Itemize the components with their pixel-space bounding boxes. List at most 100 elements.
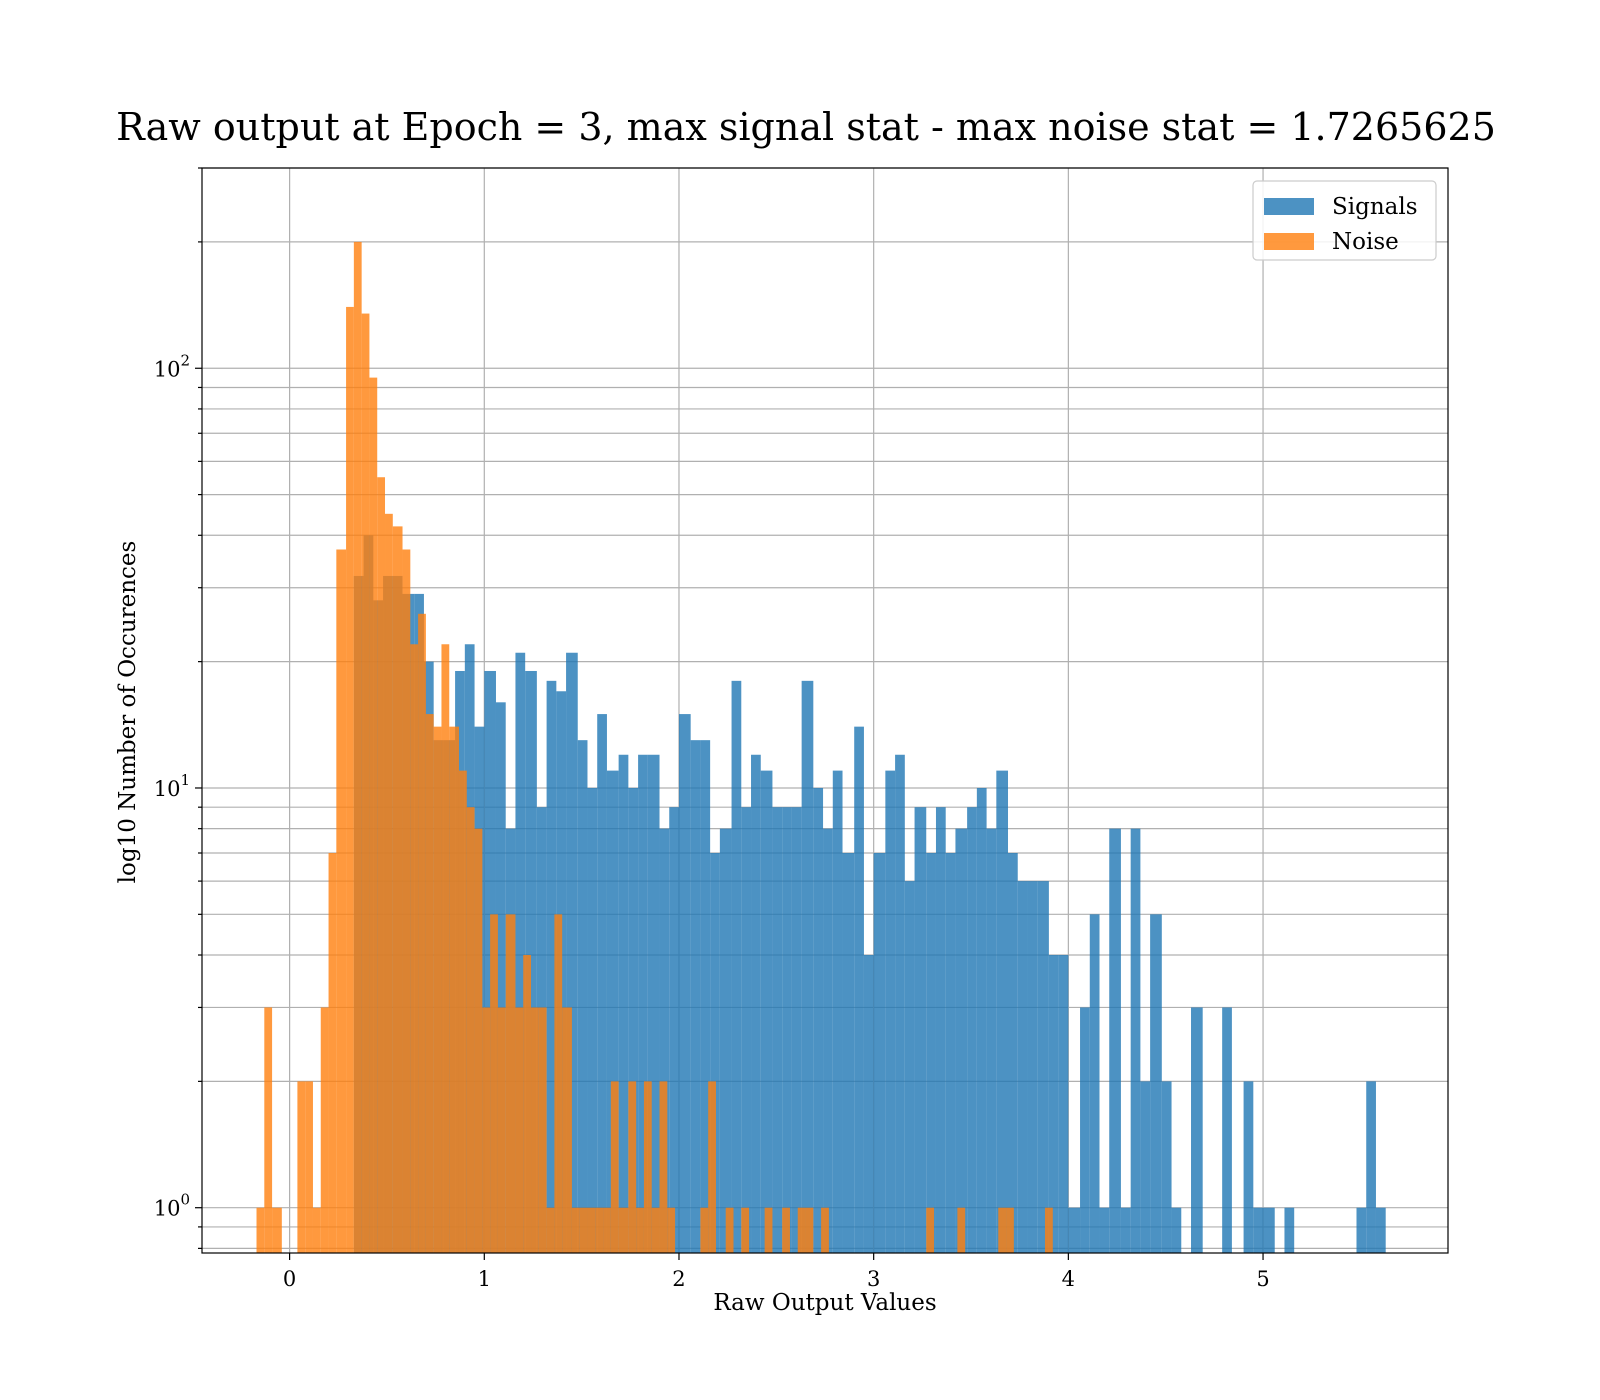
noise-bar — [587, 1207, 596, 1253]
signals-bar — [1243, 1081, 1254, 1253]
noise-bar — [805, 1207, 814, 1253]
signals-bar — [638, 754, 648, 1253]
noise-bar — [531, 1007, 539, 1253]
noise-bar — [1006, 1207, 1014, 1253]
noise-bar — [700, 1207, 709, 1253]
signals-bar — [678, 714, 691, 1253]
noise-bar — [651, 1207, 660, 1253]
signals-bar — [1080, 1007, 1090, 1253]
signals-bar — [1171, 1207, 1182, 1253]
signals-bar — [782, 807, 792, 1253]
noise-bar — [546, 1207, 555, 1253]
noise-bar — [441, 644, 450, 1253]
noise-bar — [402, 549, 411, 1253]
noise-bar — [474, 828, 483, 1253]
signals-bar — [700, 740, 711, 1253]
y-tick-label: 100 — [154, 1191, 190, 1221]
y-axis-label: log10 Number of Occurences — [115, 541, 141, 884]
signals-bar — [760, 770, 773, 1253]
signals-bar — [618, 754, 629, 1253]
noise-bar — [353, 241, 362, 1253]
signals-bar — [935, 807, 946, 1253]
y-tick-exponent: 2 — [180, 351, 190, 369]
noise-legend-swatch — [1264, 233, 1314, 250]
signals-bar — [515, 652, 526, 1253]
noise-bar — [433, 726, 442, 1253]
chart-title: Raw output at Epoch = 3, max signal stat… — [116, 105, 1496, 149]
signals-bar — [914, 807, 927, 1253]
signals-bar — [813, 787, 824, 1253]
x-axis-label: Raw Output Values — [713, 1290, 936, 1316]
signals-bar — [719, 828, 732, 1253]
signals-bar — [577, 740, 588, 1253]
signals-bar — [525, 670, 537, 1253]
signals-bar — [1191, 1007, 1203, 1253]
x-tick-label: 4 — [1062, 1267, 1075, 1291]
noise-bar — [562, 1007, 572, 1253]
signals-bar — [647, 754, 660, 1253]
plot-frame — [201, 167, 1449, 1254]
signals-bar — [1263, 1207, 1275, 1253]
signals-bar — [1099, 1207, 1110, 1253]
signals-bar — [597, 714, 607, 1253]
signals-bar — [1120, 1207, 1131, 1253]
noise-bar — [926, 1207, 935, 1253]
signals-bar — [546, 680, 557, 1253]
noise-bar — [256, 1207, 265, 1253]
noise-bar — [458, 770, 467, 1253]
signals-bar — [1109, 828, 1121, 1253]
noise-bar — [505, 914, 516, 1253]
noise-bar — [410, 644, 419, 1253]
noise-bar — [497, 1007, 506, 1253]
signals-bar — [606, 770, 619, 1253]
y-tick-base: 10 — [154, 357, 181, 381]
signals-bar — [854, 726, 864, 1253]
noise-bar — [957, 1207, 966, 1253]
signals-bar — [895, 754, 905, 1253]
noise-bar — [449, 726, 459, 1253]
noise-bar — [392, 526, 403, 1253]
noise-bar — [1044, 1207, 1053, 1253]
noise-bar — [667, 1207, 676, 1253]
signals-bar — [495, 702, 506, 1253]
signals-bar — [1150, 914, 1162, 1253]
legend: Signals Noise — [1252, 180, 1437, 261]
noise-bar — [797, 1207, 806, 1253]
histogram-bars — [256, 241, 1386, 1254]
signals-bar — [1068, 1207, 1081, 1253]
signals-bar — [1366, 1081, 1376, 1253]
signals-bar — [1017, 881, 1028, 1253]
signals-bar — [1375, 1207, 1386, 1253]
x-tick-label: 5 — [1256, 1267, 1269, 1291]
noise-bar — [490, 914, 498, 1253]
signals-bar — [751, 754, 761, 1253]
y-tick-base: 10 — [154, 777, 181, 801]
noise-bar — [643, 1081, 652, 1253]
signals-legend-label: Signals — [1332, 194, 1418, 220]
signals-bar — [945, 853, 956, 1253]
noise-bar — [538, 1007, 547, 1253]
noise-bar — [603, 1207, 611, 1253]
signals-bar — [710, 853, 720, 1253]
signals-bar — [587, 787, 598, 1253]
noise-bar — [764, 1207, 773, 1253]
noise-bar — [297, 1081, 306, 1253]
y-tick-label: 102 — [154, 351, 190, 381]
signals-bar — [566, 652, 578, 1253]
signals-bar — [863, 955, 874, 1253]
noise-bar — [628, 1081, 637, 1253]
noise-bar — [264, 1007, 273, 1253]
signals-bar — [1058, 955, 1069, 1253]
noise-bar — [571, 1207, 580, 1253]
signals-bar — [996, 770, 1009, 1253]
noise-bar — [272, 1207, 282, 1253]
x-tick-label: 3 — [867, 1267, 880, 1291]
signals-bar — [1356, 1207, 1367, 1253]
signals-bar — [1130, 828, 1141, 1253]
signals-bar — [690, 740, 701, 1253]
noise-bar — [385, 513, 393, 1253]
signals-legend-swatch — [1264, 198, 1314, 215]
signals-bar — [772, 807, 783, 1253]
signals-bar — [926, 853, 936, 1253]
signals-bar — [986, 828, 997, 1253]
